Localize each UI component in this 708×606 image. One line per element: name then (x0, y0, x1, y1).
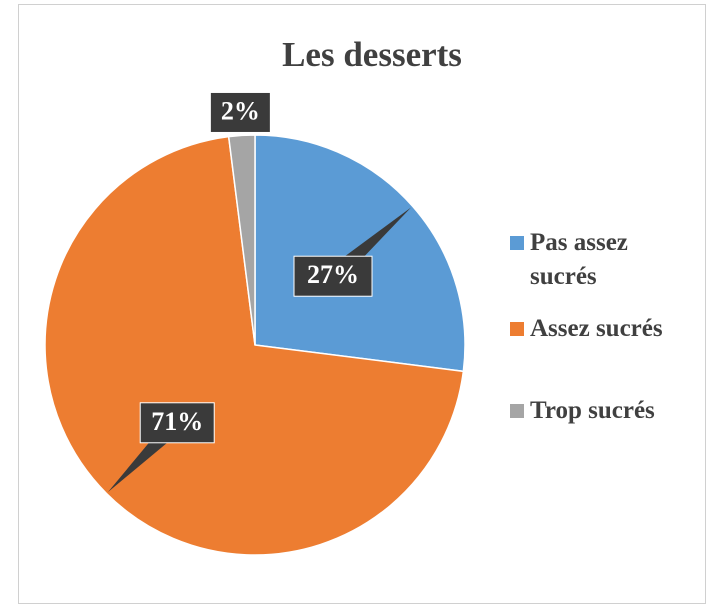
data-label: 71% (151, 407, 203, 436)
callout-box (139, 402, 215, 444)
data-label: 27% (307, 260, 359, 289)
legend-label: Trop sucrés (530, 397, 655, 424)
legend-swatch (510, 404, 524, 418)
legend-item: Assez sucrés (510, 312, 700, 346)
legend-label: Pas assez sucrés (530, 229, 628, 290)
legend-item: Trop sucrés (510, 394, 700, 428)
legend-label: Assez sucrés (530, 315, 663, 342)
pie-slice (227, 134, 256, 346)
legend-swatch (510, 236, 524, 250)
data-label: 2% (221, 96, 260, 125)
callout-box (209, 91, 271, 133)
legend-item: Pas assez sucrés (510, 226, 700, 294)
legend-swatch (510, 322, 524, 336)
chart-frame (18, 4, 706, 604)
chart-title: Les desserts (282, 35, 462, 74)
callout-box (293, 255, 373, 297)
